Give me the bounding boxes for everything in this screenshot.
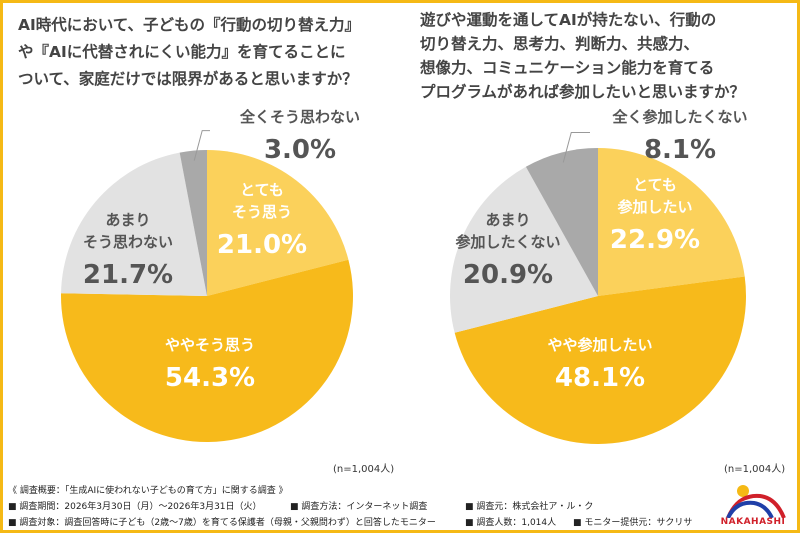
leader-line bbox=[193, 130, 210, 161]
slice-value: 54.3% bbox=[165, 363, 255, 393]
sample-size-left: (n=1,004人) bbox=[333, 464, 395, 475]
pie-slice bbox=[525, 148, 598, 296]
slice-value: 20.9% bbox=[463, 260, 553, 290]
title-line: 想像力、コミュニケーション能力を育てる bbox=[420, 59, 715, 77]
slice-label: とても bbox=[240, 181, 284, 199]
leader-line bbox=[562, 131, 590, 163]
logo-text: NAKAHASHI bbox=[720, 517, 786, 527]
pie-slice bbox=[598, 148, 745, 296]
slice-value: 48.1% bbox=[555, 363, 645, 393]
title-line: 遊びや運動を通してAIが持たない、行動の bbox=[420, 11, 717, 29]
footer-count: ■ 調査人数：1,014人 bbox=[465, 518, 557, 528]
slice-label: 全くそう思わない bbox=[239, 108, 360, 126]
footer-provider: ■ モニター提供元：サクリサ bbox=[573, 518, 693, 528]
slice-value: 22.9% bbox=[610, 225, 700, 255]
slice-label: やや参加したい bbox=[547, 336, 652, 354]
slice-label: あまり bbox=[105, 211, 150, 229]
pie-slice bbox=[61, 152, 207, 296]
footer-summary: 《 調査概要：「生成AIに使われない子どもの育て方」に関する調査 》 bbox=[8, 486, 288, 496]
slice-label: ややそう思う bbox=[165, 336, 255, 354]
slice-value: 3.0% bbox=[264, 135, 336, 165]
title-line: プログラムがあれば参加したいと思いますか？ bbox=[420, 83, 746, 101]
title-line: AI時代において、子どもの『行動の切り替え力』 bbox=[18, 16, 361, 34]
slice-value: 8.1% bbox=[644, 135, 716, 165]
title-line: や『AIに代替されにくい能力』を育てることに bbox=[18, 43, 346, 61]
title-line: 切り替え力、思考力、判断力、共感力、 bbox=[420, 35, 700, 53]
nakahashi-logo bbox=[726, 485, 786, 518]
footer-method: ■ 調査方法：インターネット調査 bbox=[290, 502, 428, 512]
pie-slice bbox=[207, 150, 349, 296]
slice-label: そう思わない bbox=[83, 233, 173, 251]
slice-value: 21.7% bbox=[83, 260, 173, 290]
footer-source: ■ 調査元：株式会社ア・ル・ク bbox=[465, 502, 594, 512]
pie-slice bbox=[179, 150, 207, 296]
slice-label: そう思う bbox=[232, 203, 292, 221]
slice-label: 全く参加したくない bbox=[611, 108, 747, 126]
slice-label: とても bbox=[633, 176, 677, 194]
pie-slice bbox=[450, 166, 598, 333]
question-left: AI時代において、子どもの『行動の切り替え力』 や『AIに代替されにくい能力』を… bbox=[18, 12, 360, 93]
slice-label: あまり bbox=[485, 211, 530, 229]
slice-value: 21.0% bbox=[217, 230, 307, 260]
footer-period: ■ 調査期間：2026年3月30日（月）～2026年3月31日（火） bbox=[8, 502, 262, 512]
footer-target: ■ 調査対象：調査回答時に子ども（2歳～7歳）を育てる保護者（母親・父親問わず）… bbox=[8, 518, 436, 528]
pie-slice bbox=[61, 259, 354, 443]
slice-label: 参加したくない bbox=[455, 233, 560, 251]
slice-label: 参加したい bbox=[617, 198, 692, 216]
pie-slice bbox=[454, 276, 746, 444]
title-line: ついて、家庭だけでは限界があると思いますか？ bbox=[18, 70, 358, 88]
question-right: 遊びや運動を通してAIが持たない、行動の 切り替え力、思考力、判断力、共感力、 … bbox=[420, 8, 745, 104]
sample-size-right: (n=1,004人) bbox=[724, 464, 786, 475]
